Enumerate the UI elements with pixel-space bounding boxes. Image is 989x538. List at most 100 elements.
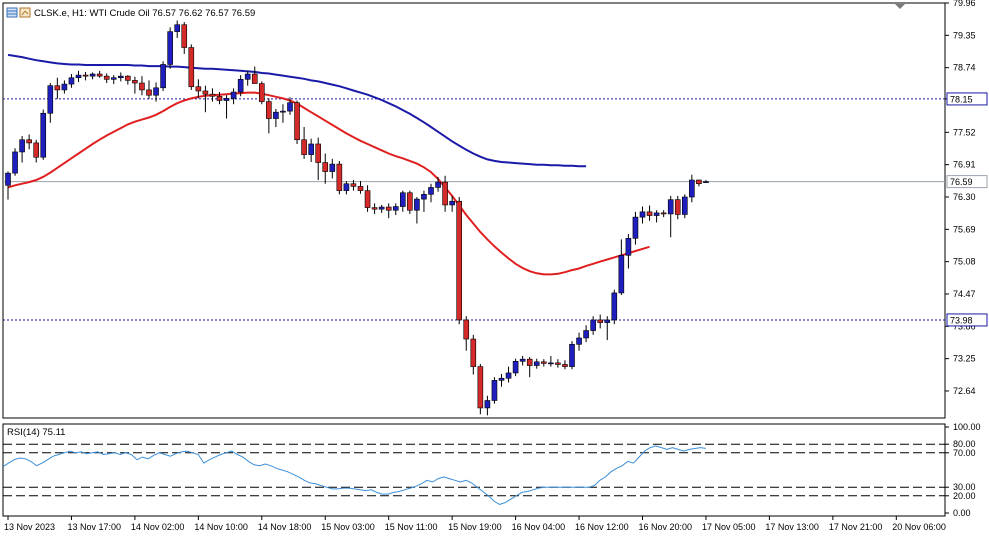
candle — [5, 171, 11, 200]
time-tick-label: 13 Nov 2023 — [4, 522, 55, 532]
candle — [583, 325, 589, 343]
time-tick-label: 15 Nov 03:00 — [321, 522, 375, 532]
chart-icon — [19, 7, 31, 18]
candle — [287, 97, 293, 115]
candle — [82, 71, 89, 81]
candle — [273, 109, 279, 128]
time-tick-label: 17 Nov 21:00 — [829, 522, 883, 532]
candle — [308, 138, 314, 163]
candle — [653, 210, 660, 223]
candle — [216, 92, 223, 105]
candle — [442, 175, 448, 212]
rsi-tick-label: 0.00 — [953, 508, 971, 518]
candle — [667, 195, 674, 238]
candle — [498, 374, 505, 387]
candle — [364, 185, 371, 212]
candle — [40, 109, 47, 160]
candle — [477, 363, 484, 415]
candle — [576, 332, 582, 351]
ma-fast-line — [7, 91, 650, 276]
candle — [146, 80, 152, 99]
candle — [407, 190, 413, 214]
candle — [639, 206, 646, 224]
candle — [456, 196, 463, 325]
price-tick-label: 77.52 — [953, 127, 976, 137]
candle — [89, 72, 96, 80]
rsi-title: RSI(14) 75.11 — [7, 427, 65, 438]
candle — [385, 203, 392, 219]
candle — [110, 75, 117, 85]
candle — [322, 153, 329, 184]
candle — [47, 83, 54, 123]
candle — [266, 98, 272, 134]
candle — [315, 137, 322, 181]
candle — [696, 179, 702, 187]
time-tick-label: 17 Nov 05:00 — [702, 522, 756, 532]
candle — [562, 360, 568, 370]
candle — [139, 76, 145, 96]
rsi-tick-label: 100.00 — [953, 422, 981, 432]
time-tick-label: 16 Nov 12:00 — [575, 522, 629, 532]
candle — [167, 27, 173, 69]
candle — [75, 70, 82, 82]
candle — [12, 148, 18, 176]
price-tick-label: 73.25 — [953, 354, 976, 364]
candle — [660, 210, 667, 218]
candle — [33, 139, 40, 163]
candle — [689, 174, 695, 203]
symbol-title: CLSK.e, H1: WTI Crude Oil 76.57 76.62 76… — [34, 8, 255, 19]
candle — [491, 377, 498, 404]
time-tick-label: 15 Nov 19:00 — [448, 522, 502, 532]
time-tick-label: 16 Nov 04:00 — [512, 522, 566, 532]
rsi-tick-label: 70.00 — [953, 448, 976, 458]
candle — [569, 341, 575, 370]
candle — [392, 203, 399, 216]
candle — [519, 355, 526, 366]
price-tick-label: 76.91 — [953, 160, 976, 170]
candle — [336, 160, 343, 195]
candle — [463, 316, 470, 351]
candle — [294, 100, 300, 144]
candle — [251, 66, 258, 84]
header: CLSK.e, H1: WTI Crude Oil 76.57 76.62 76… — [6, 7, 255, 19]
candle — [435, 176, 441, 192]
candle — [470, 334, 477, 375]
candle — [350, 180, 357, 191]
candle — [625, 234, 632, 269]
rsi-pane: RSI(14) 75.11 — [2, 423, 946, 517]
candle — [703, 180, 709, 183]
candle — [132, 76, 138, 94]
price-tick-label: 75.69 — [953, 224, 976, 234]
price-tick-label: 74.47 — [953, 289, 976, 299]
candle — [555, 359, 561, 368]
candle — [174, 20, 180, 38]
candle — [449, 195, 455, 212]
price-axis: 79.96 79.35 78.74 78.15 77.52 76.91 76.30 75.69… — [945, 0, 988, 396]
rsi-tick-label: 80.00 — [953, 439, 976, 449]
candle — [301, 127, 307, 159]
candle — [421, 190, 427, 212]
rsi-line — [2, 445, 706, 505]
candle — [329, 158, 336, 179]
price-tick-label: 72.64 — [953, 386, 976, 396]
candle — [414, 196, 420, 224]
time-tick-label: 16 Nov 20:00 — [639, 522, 693, 532]
candle — [646, 205, 653, 221]
candle — [68, 74, 75, 88]
candle — [371, 203, 378, 214]
candle — [54, 77, 61, 99]
candle — [244, 70, 251, 86]
time-tick-label: 14 Nov 18:00 — [258, 522, 312, 532]
level-tag — [946, 313, 988, 327]
candle — [209, 88, 216, 102]
scroll-marker-icon[interactable] — [895, 4, 905, 9]
candle — [195, 79, 202, 99]
ma-slow-line — [7, 53, 587, 168]
candle — [61, 80, 68, 94]
candle — [26, 134, 32, 150]
candle — [512, 358, 519, 377]
current-price-label: 76.59 — [950, 177, 973, 187]
candle — [590, 316, 596, 335]
